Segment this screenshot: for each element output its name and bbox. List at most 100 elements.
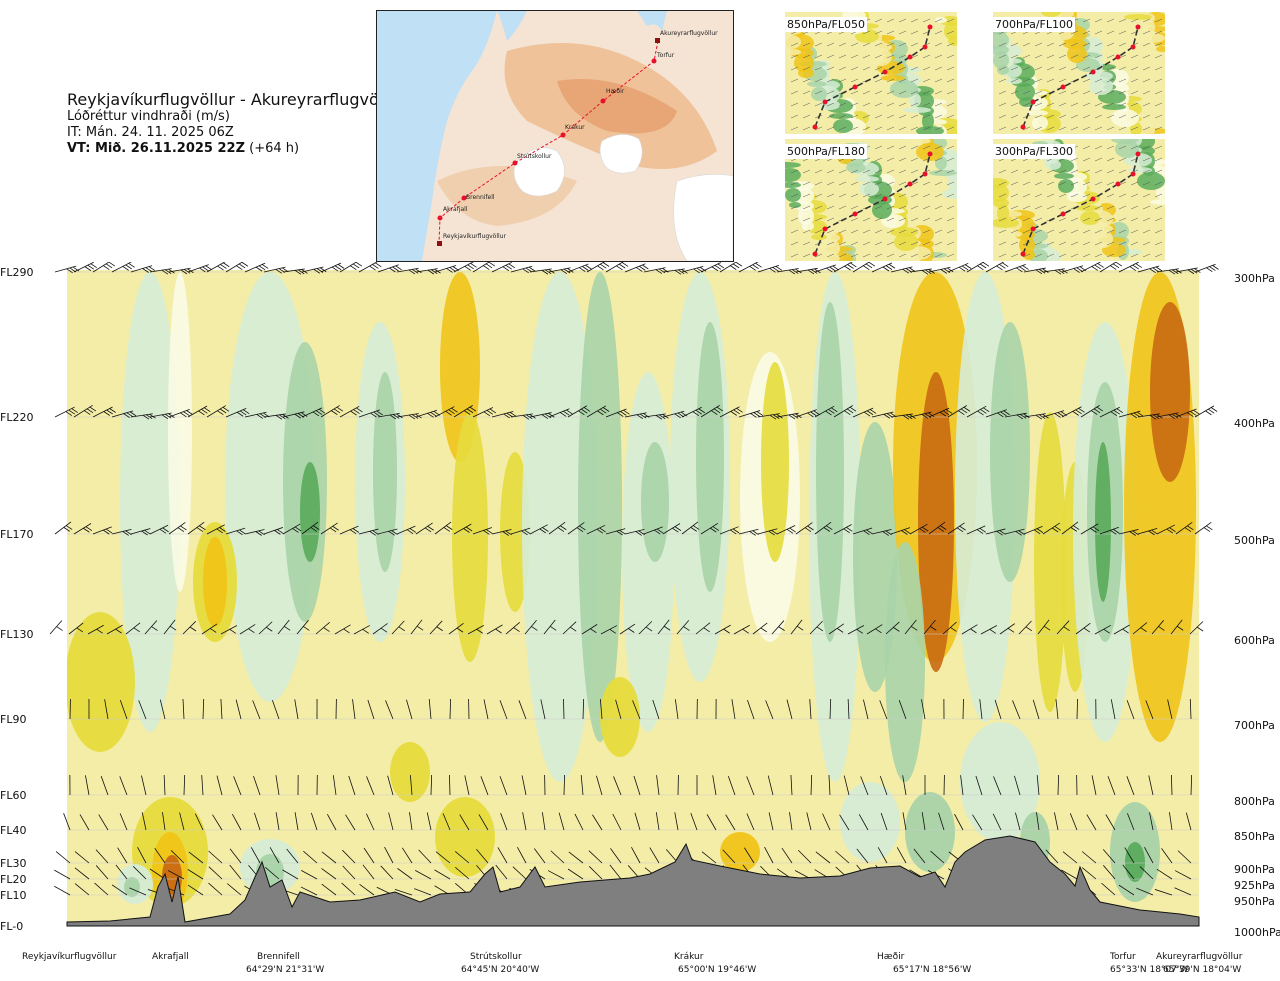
- thumb-barb: [826, 193, 835, 198]
- route-map: Akureyrarflugvöllur Torfur Hæðir Krákur Strú…: [376, 10, 734, 262]
- wind-barb-feather: [1035, 414, 1043, 420]
- thumb-cell: [944, 22, 957, 40]
- thumb-barb: [934, 241, 943, 246]
- wind-barb: [98, 814, 109, 831]
- thumb-barb: [790, 241, 799, 246]
- wind-barb: [144, 620, 158, 635]
- thumb-barb: [1058, 229, 1067, 234]
- wind-barb: [138, 700, 147, 720]
- wind-barb: [795, 267, 818, 273]
- wind-barb-feather: [1196, 626, 1204, 632]
- wind-barb-feather: [389, 414, 397, 420]
- thumb-cell: [1015, 83, 1035, 101]
- wind-barb: [396, 413, 419, 418]
- thumb-cell: [997, 65, 1009, 75]
- wind-barb-feather: [776, 413, 783, 419]
- thumb-barb: [922, 18, 931, 23]
- thumb-barb: [1094, 78, 1103, 83]
- thumb-barb: [922, 193, 931, 198]
- thumb-barb: [1070, 90, 1079, 95]
- thumb-waypoint: [1090, 196, 1096, 202]
- wind-barb-feather: [336, 406, 344, 412]
- thumb-barb: [998, 114, 1007, 119]
- thumb-barb: [1142, 126, 1151, 131]
- wind-barb: [847, 625, 865, 635]
- thumb-barb: [862, 241, 871, 246]
- thumb-barb: [910, 42, 919, 47]
- wind-barb: [1113, 624, 1130, 635]
- wind-barb-feather: [901, 530, 908, 535]
- waypoint-name-1: Akrafjall: [152, 952, 189, 962]
- wind-barb: [558, 812, 565, 831]
- wind-barb-feather: [1149, 268, 1156, 274]
- thumb-barb: [1106, 42, 1115, 47]
- thumb-barb: [898, 169, 907, 174]
- wind-barb: [414, 888, 432, 896]
- wind-barb-feather: [1122, 628, 1129, 634]
- wind-barb: [879, 700, 888, 720]
- wind-barb-feather: [810, 269, 818, 274]
- wind-barb: [923, 619, 936, 635]
- wind-barb-feather: [350, 265, 357, 271]
- thumb-barb: [922, 145, 931, 150]
- wind-barb: [384, 846, 394, 864]
- wind-barb: [510, 413, 533, 418]
- thumb-waypoint: [822, 99, 828, 105]
- thumb-barb: [998, 54, 1007, 59]
- wind-barb: [909, 523, 928, 535]
- thumb-waypoint: [852, 211, 858, 217]
- wind-barb: [719, 406, 740, 418]
- thumb-barb: [1046, 126, 1055, 131]
- wind-barb: [1137, 527, 1158, 535]
- wind-barb-feather: [596, 528, 604, 534]
- thumb-waypoint: [1060, 211, 1066, 217]
- wind-barb: [332, 775, 337, 796]
- waypoint-name-6: Torfur: [1109, 952, 1136, 962]
- wind-barb-feather: [539, 528, 546, 534]
- thumb-barb: [1142, 229, 1151, 234]
- wind-barb: [220, 625, 238, 635]
- thumb-barb: [1118, 126, 1127, 131]
- wind-barb: [1137, 413, 1160, 418]
- wind-barb-feather: [690, 527, 698, 532]
- wind-barb: [74, 883, 90, 896]
- thumb-barb: [790, 78, 799, 83]
- wind-barb: [1170, 619, 1183, 635]
- thumb-barb: [1118, 18, 1127, 23]
- wind-barb: [263, 266, 286, 273]
- thumb-cell: [907, 139, 931, 144]
- wind-barb: [1156, 524, 1176, 535]
- wind-barb: [1099, 406, 1120, 418]
- wind-barb-feather: [275, 268, 283, 274]
- waypoint-marker: [600, 98, 606, 104]
- thumb-barb: [946, 126, 955, 131]
- thumb-barb: [898, 145, 907, 150]
- thumb-barb: [1082, 145, 1091, 150]
- wind-barb: [149, 412, 172, 418]
- thumb-700-field: [993, 12, 1165, 134]
- wind-barb-feather: [1019, 266, 1026, 272]
- wind-barb-feather: [752, 264, 759, 270]
- wind-barb-feather: [856, 628, 863, 634]
- wind-barb: [771, 620, 785, 635]
- thumb-barb: [910, 126, 919, 131]
- wind-barb-feather: [505, 264, 513, 270]
- wind-barb-feather: [258, 530, 265, 536]
- wind-barb-feather: [989, 628, 996, 634]
- wind-barb-feather: [416, 625, 424, 631]
- thumb-waypoint: [1115, 54, 1121, 60]
- wind-barb: [1080, 262, 1101, 273]
- wind-barb: [74, 851, 90, 864]
- wind-barb: [521, 775, 527, 796]
- thumb-barb: [1106, 157, 1115, 162]
- wind-barb: [159, 699, 166, 720]
- thumb-barb: [1058, 241, 1067, 246]
- thumb-barb: [1010, 90, 1019, 95]
- wind-barb: [130, 265, 153, 273]
- wind-barb-feather: [563, 268, 571, 274]
- wind-barb: [183, 774, 186, 796]
- wind-barb: [856, 848, 869, 864]
- wind-barb: [111, 262, 132, 273]
- thumb-cell: [829, 113, 853, 119]
- wind-barb-feather: [398, 626, 405, 632]
